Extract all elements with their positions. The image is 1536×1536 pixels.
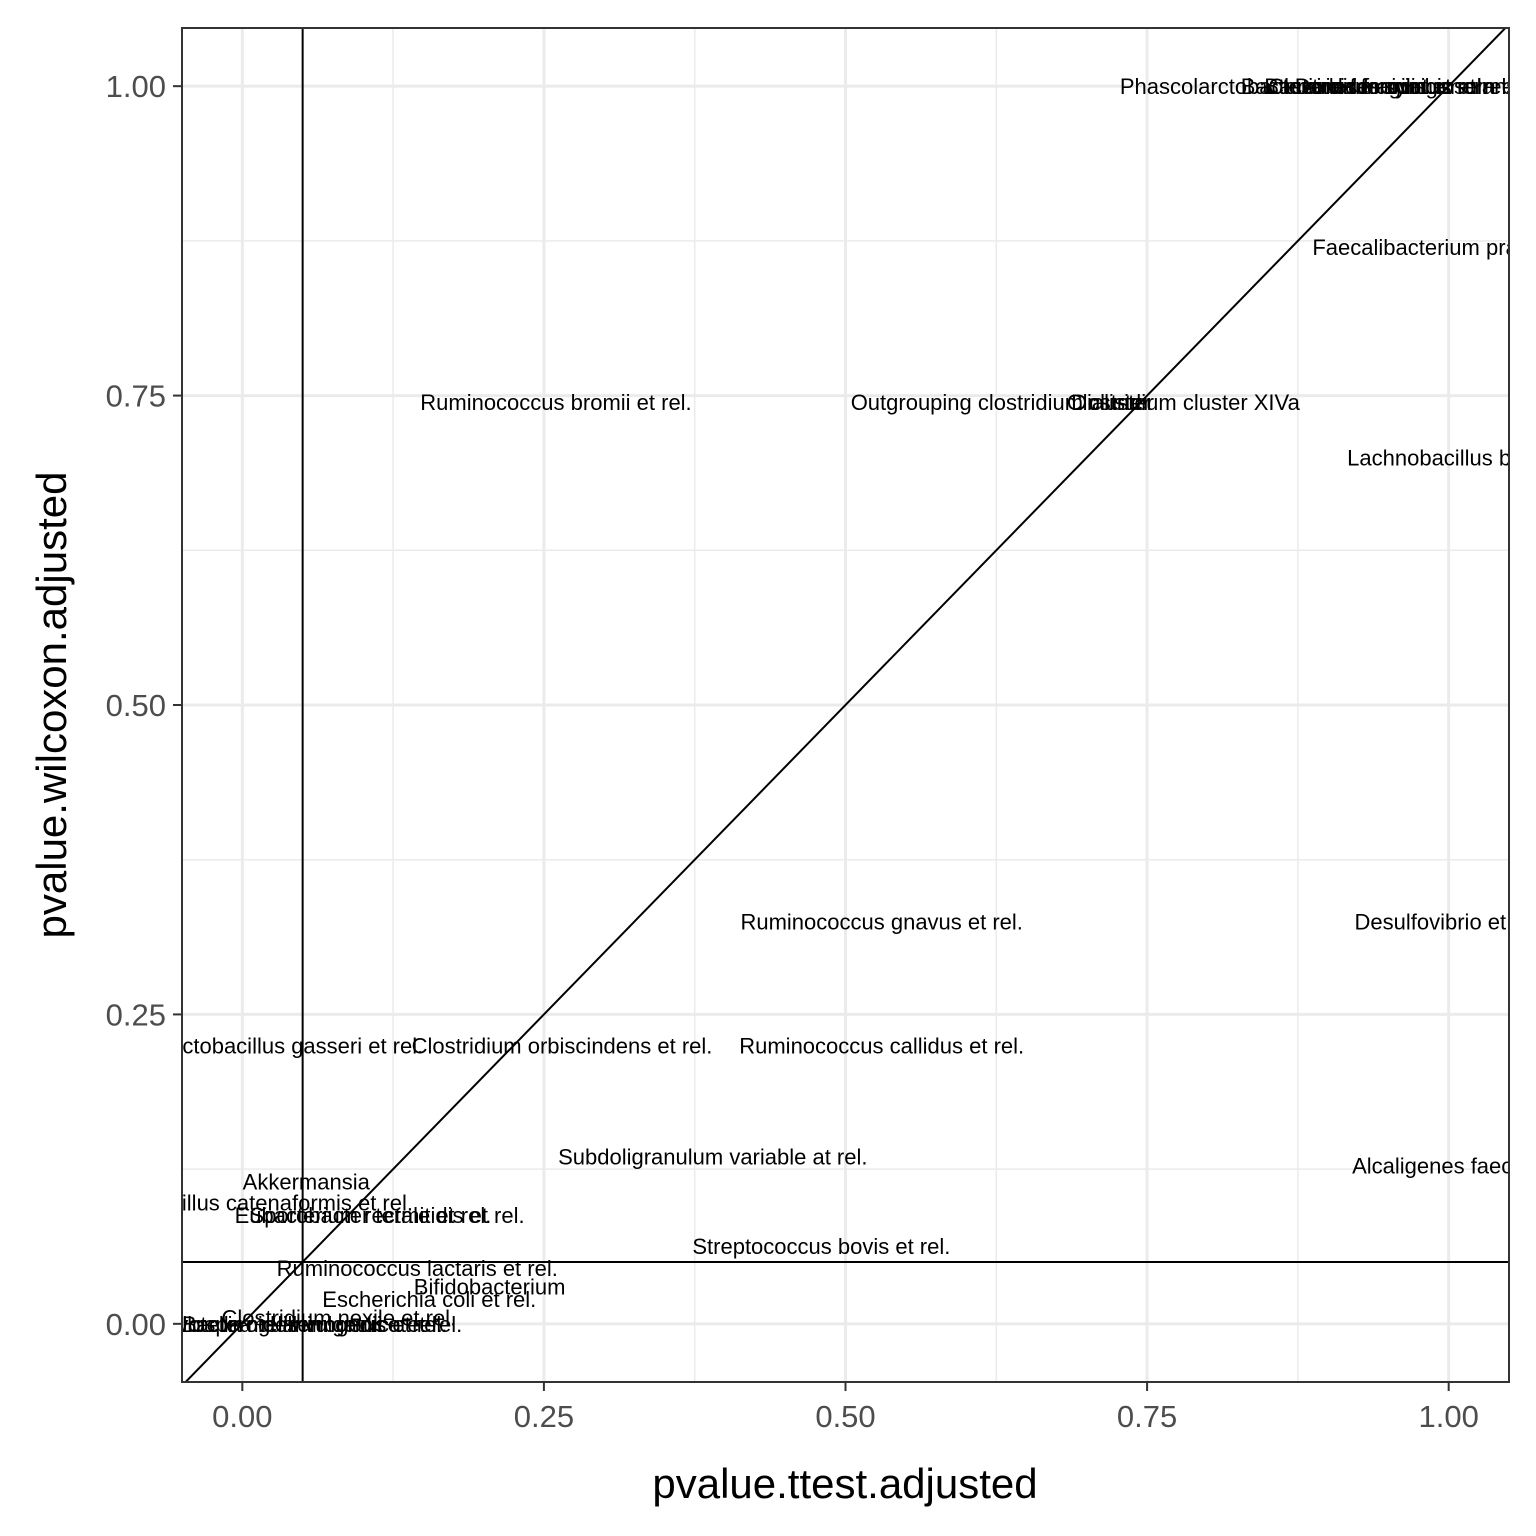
point-label: Dorea formicigenerans et rel. (1295, 74, 1536, 99)
reference-lines (182, 28, 1509, 1382)
point-label: Outgrouping clostridium cluster (851, 390, 1154, 415)
point-label: Streptococcus bovis et rel. (692, 1234, 950, 1259)
point-label: Dialister (1071, 390, 1150, 415)
point-label: Desulfovibrio et rel. (1355, 910, 1536, 935)
y-axis-title: pvalue.wilcoxon.adjusted (28, 472, 75, 939)
x-tick-label: 0.25 (514, 1399, 574, 1434)
point-label: Sporobacter termitidis et rel. (250, 1203, 525, 1228)
x-tick-label: 0.00 (212, 1399, 272, 1434)
point-label: Lachnobacillus bovis (1347, 445, 1536, 470)
point-label: Escherichia coli et rel. (322, 1287, 536, 1312)
point-label: Bacteroides ovatus et rel. (1264, 74, 1512, 99)
point-label: Lactobacillus gasseri et rel. (158, 1033, 423, 1058)
x-tick-label: 0.75 (1117, 1399, 1177, 1434)
point-label: Prevotella melaninogenica et rel. (143, 1312, 462, 1337)
point-label: Ruminococcus bromii et rel. (420, 390, 691, 415)
y-tick-label: 0.50 (106, 688, 166, 723)
point-label: Akkermansia (243, 1169, 371, 1194)
point-label: Clostridium cluster XIVa (1067, 390, 1301, 415)
x-tick-label: 1.00 (1419, 1399, 1479, 1434)
point-label: Phascolarctobacterium faecium et rel. (1120, 74, 1488, 99)
identity-line (184, 28, 1507, 1382)
y-tick-label: 0.00 (106, 1307, 166, 1342)
point-label: Eubacterium rectale et rel. (235, 1203, 492, 1228)
y-tick-label: 0.75 (106, 379, 166, 414)
point-labels: Ruminococcus bromii et rel. Outgrouping c… (138, 74, 1536, 1337)
point-label: Ruminococcus callidus et rel. (739, 1033, 1024, 1058)
point-label: Ruminococcus gnavus et rel. (740, 910, 1022, 935)
point-label: Oscillospira guillermondii et rel. (138, 1312, 442, 1337)
axis-ticks: 0.00 0.25 0.50 0.75 1.00 0.00 0.25 0.50 0.75 1.00 (106, 69, 1479, 1434)
point-label: Ruminococcus lactaris et rel. (277, 1256, 558, 1281)
point-label: Faecalibacterium prausnitzii (1312, 235, 1536, 260)
point-label: Clostridium orbiscindens et rel. (412, 1033, 713, 1058)
y-tick-label: 0.25 (106, 997, 166, 1032)
x-tick-label: 0.50 (815, 1399, 875, 1434)
point-label: Bacillus catenaformis et rel. (144, 1191, 413, 1216)
point-label: Bacteroides fragilis et rel. (1241, 74, 1488, 99)
point-label: Clostridium symbiosum et rel. (1268, 74, 1536, 99)
point-label: Bacteroides vulgatus et rel. (182, 1312, 447, 1337)
point-label: Bifidobacterium (414, 1275, 566, 1300)
y-tick-label: 1.00 (106, 69, 166, 104)
x-axis-title: pvalue.ttest.adjusted (652, 1460, 1037, 1507)
point-label: Subdoligranulum variable at rel. (558, 1145, 867, 1170)
point-label: Clostridium nexile et rel. (221, 1306, 456, 1331)
point-label: Alcaligenes faecalis (1352, 1153, 1536, 1178)
